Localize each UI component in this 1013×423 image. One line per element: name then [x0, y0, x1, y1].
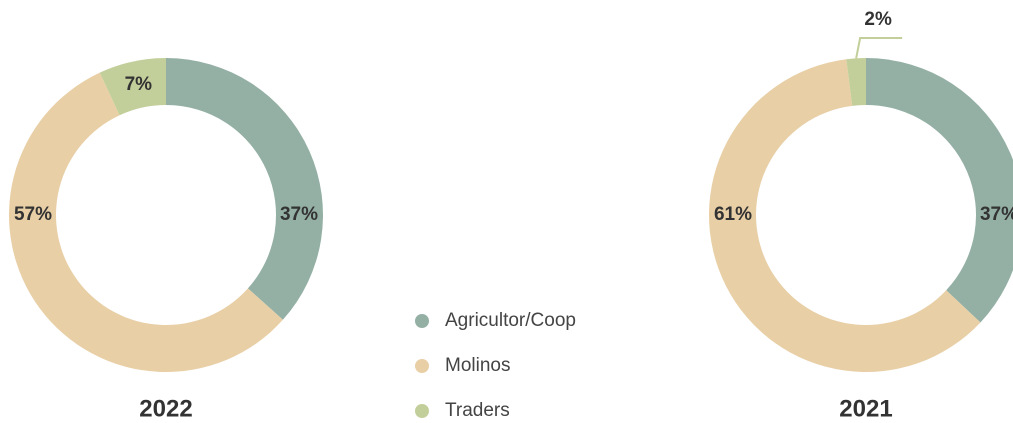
legend-swatch [415, 314, 429, 328]
donut-segment [166, 58, 323, 320]
legend-label: Molinos [445, 355, 510, 376]
data-label: 37% [980, 204, 1013, 225]
legend-label: Agricultor/Coop [445, 310, 576, 331]
donut-segment [9, 72, 283, 372]
donut-segment [866, 58, 1013, 323]
chart-title: 2022 [139, 395, 192, 422]
legend-label: Traders [445, 400, 510, 421]
data-label: 61% [714, 204, 752, 225]
legend-swatch [415, 359, 429, 373]
data-label: 57% [14, 204, 52, 225]
chart-title: 2021 [839, 395, 892, 422]
donut-segment [709, 59, 981, 373]
donut-segment [846, 58, 866, 106]
legend-swatch [415, 404, 429, 418]
data-label: 7% [125, 74, 153, 95]
leader-line [855, 37, 903, 59]
data-label: 2% [864, 9, 892, 30]
donut-segment [99, 58, 166, 116]
data-label: 37% [280, 204, 318, 225]
